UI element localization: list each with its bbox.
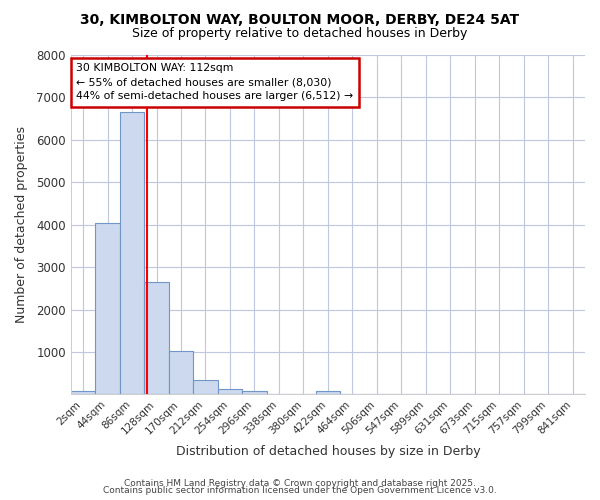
Bar bbox=[316, 391, 340, 394]
X-axis label: Distribution of detached houses by size in Derby: Distribution of detached houses by size … bbox=[176, 444, 480, 458]
Y-axis label: Number of detached properties: Number of detached properties bbox=[15, 126, 28, 323]
Bar bbox=[144, 282, 169, 395]
Text: 30, KIMBOLTON WAY, BOULTON MOOR, DERBY, DE24 5AT: 30, KIMBOLTON WAY, BOULTON MOOR, DERBY, … bbox=[80, 12, 520, 26]
Bar bbox=[193, 380, 218, 394]
Text: Size of property relative to detached houses in Derby: Size of property relative to detached ho… bbox=[133, 28, 467, 40]
Bar bbox=[169, 351, 193, 395]
Bar bbox=[120, 112, 144, 394]
Bar bbox=[95, 222, 120, 394]
Bar bbox=[242, 391, 266, 394]
Text: Contains public sector information licensed under the Open Government Licence v3: Contains public sector information licen… bbox=[103, 486, 497, 495]
Text: Contains HM Land Registry data © Crown copyright and database right 2025.: Contains HM Land Registry data © Crown c… bbox=[124, 478, 476, 488]
Bar bbox=[218, 389, 242, 394]
Bar bbox=[71, 391, 95, 394]
Text: 30 KIMBOLTON WAY: 112sqm
← 55% of detached houses are smaller (8,030)
44% of sem: 30 KIMBOLTON WAY: 112sqm ← 55% of detach… bbox=[76, 64, 353, 102]
